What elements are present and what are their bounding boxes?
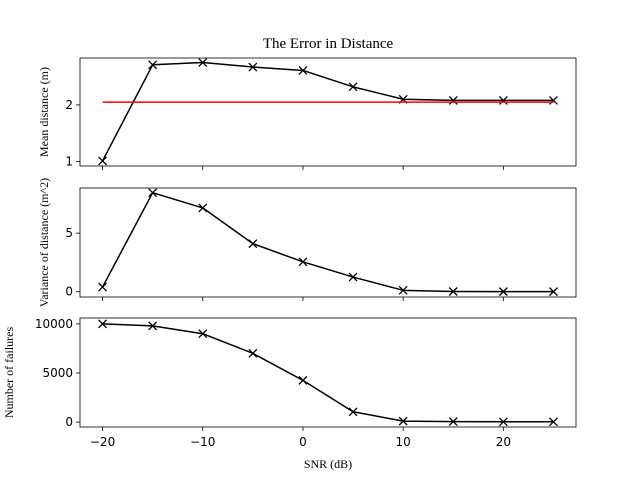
panel-2-y-axis-label: Variance of distance (m^2) <box>37 178 51 307</box>
panel-1-data-point <box>498 95 508 105</box>
x-marker-stroke <box>398 416 408 426</box>
panel-2-data-point <box>448 287 458 296</box>
x-marker-stroke <box>348 407 358 417</box>
panel-2-axes-frame <box>79 187 577 298</box>
panel-1-data-point <box>298 65 308 75</box>
panel-3-data-point <box>98 319 108 329</box>
panel-2-data-point <box>198 203 208 213</box>
x-marker-stroke <box>248 348 258 358</box>
panel-3-axes-frame <box>79 317 577 428</box>
x-marker-stroke <box>198 329 208 339</box>
panel-1-axes-frame <box>79 57 577 167</box>
panel-3-data-point <box>398 416 408 426</box>
x-marker-stroke <box>98 319 108 329</box>
panel-2-data-point <box>248 239 258 249</box>
panel-2-data-point <box>398 285 408 295</box>
x-marker-stroke <box>298 65 308 75</box>
x-marker-stroke <box>298 257 308 267</box>
panel-2-series-1-line <box>101 191 554 293</box>
panel-3-x-tick-label: −10 <box>190 435 215 449</box>
x-marker-stroke <box>548 95 558 105</box>
panel-1-data-point <box>148 60 158 70</box>
x-marker-stroke <box>98 282 108 292</box>
panel-1-data-point <box>448 95 458 105</box>
x-marker-stroke <box>448 287 458 296</box>
panel-2-data-point <box>548 287 558 297</box>
panel-3-data-point <box>248 348 258 358</box>
panel-1-y-axis-label: Mean distance (m) <box>37 67 51 157</box>
panel-1-y-tick-label: 1 <box>65 154 73 168</box>
panel-3-data-point <box>148 321 158 331</box>
panel-1-data-point <box>348 82 358 92</box>
x-marker-stroke <box>248 62 258 72</box>
panel-2-data-point <box>498 287 508 297</box>
panel-2-data-point <box>148 188 158 198</box>
x-marker-stroke <box>98 156 108 166</box>
x-marker-stroke <box>498 417 508 427</box>
x-marker-stroke <box>448 417 458 427</box>
chart-panels: 1 2 Mean distance (m) 0 5 Variance of distanc… <box>2 57 577 449</box>
x-marker-stroke <box>248 239 258 249</box>
panel-3-x-tick-label: 10 <box>396 435 411 449</box>
x-marker-stroke <box>348 272 358 282</box>
panel-1-data-point <box>198 58 208 67</box>
panel-1-data-point <box>548 95 558 105</box>
x-marker-stroke <box>348 82 358 92</box>
panel-1-y-tick-label: 2 <box>65 98 73 112</box>
x-marker-stroke <box>298 375 308 385</box>
panel-2: 0 5 Variance of distance (m^2) <box>37 178 577 307</box>
figure-title: The Error in Distance <box>263 36 394 52</box>
panel-3-y-tick-label: 0 <box>65 415 73 429</box>
x-marker-stroke <box>498 287 508 297</box>
panel-2-y-tick-label: 5 <box>65 226 73 240</box>
panel-3-data-point <box>548 417 558 427</box>
panel-3-data-point <box>348 407 358 417</box>
panel-1-data-point <box>248 62 258 72</box>
panel-1-data-point <box>98 156 108 166</box>
x-marker-stroke <box>148 321 158 331</box>
panel-3-y-tick-label: 10000 <box>35 317 73 331</box>
panel-3-x-tick-label: 0 <box>299 435 307 449</box>
x-marker-stroke <box>198 203 208 213</box>
x-marker-stroke <box>548 417 558 427</box>
x-marker-stroke <box>148 60 158 70</box>
x-marker-stroke <box>148 188 158 198</box>
x-marker-stroke <box>448 95 458 105</box>
x-marker-stroke <box>198 58 208 67</box>
panel-3-y-tick-label: 5000 <box>42 366 73 380</box>
x-marker-stroke <box>398 285 408 295</box>
panel-2-data-point <box>98 282 108 292</box>
panel-3-data-point <box>448 417 458 427</box>
panel-1-series-1-line <box>101 61 554 162</box>
x-marker-stroke <box>498 95 508 105</box>
panel-3-x-tick-label: −20 <box>90 435 115 449</box>
panel-2-y-tick-label: 0 <box>65 285 73 299</box>
panel-3-y-axis-label: Number of failures <box>2 327 16 419</box>
x-marker-stroke <box>548 287 558 297</box>
panel-3-data-point <box>298 375 308 385</box>
panel-3-series-1-line <box>102 323 554 423</box>
panel-3: −20 −10 0 10 20 0 5000 10000 Number of failures <box>2 317 577 449</box>
panel-2-data-point <box>298 257 308 267</box>
panel-3-data-point <box>498 417 508 427</box>
panel-1: 1 2 Mean distance (m) <box>37 57 577 170</box>
panel-2-data-point <box>348 272 358 282</box>
panel-3-x-tick-label: 20 <box>496 435 511 449</box>
panel-3-data-point <box>198 329 208 339</box>
x-axis-label: SNR (dB) <box>304 457 352 471</box>
